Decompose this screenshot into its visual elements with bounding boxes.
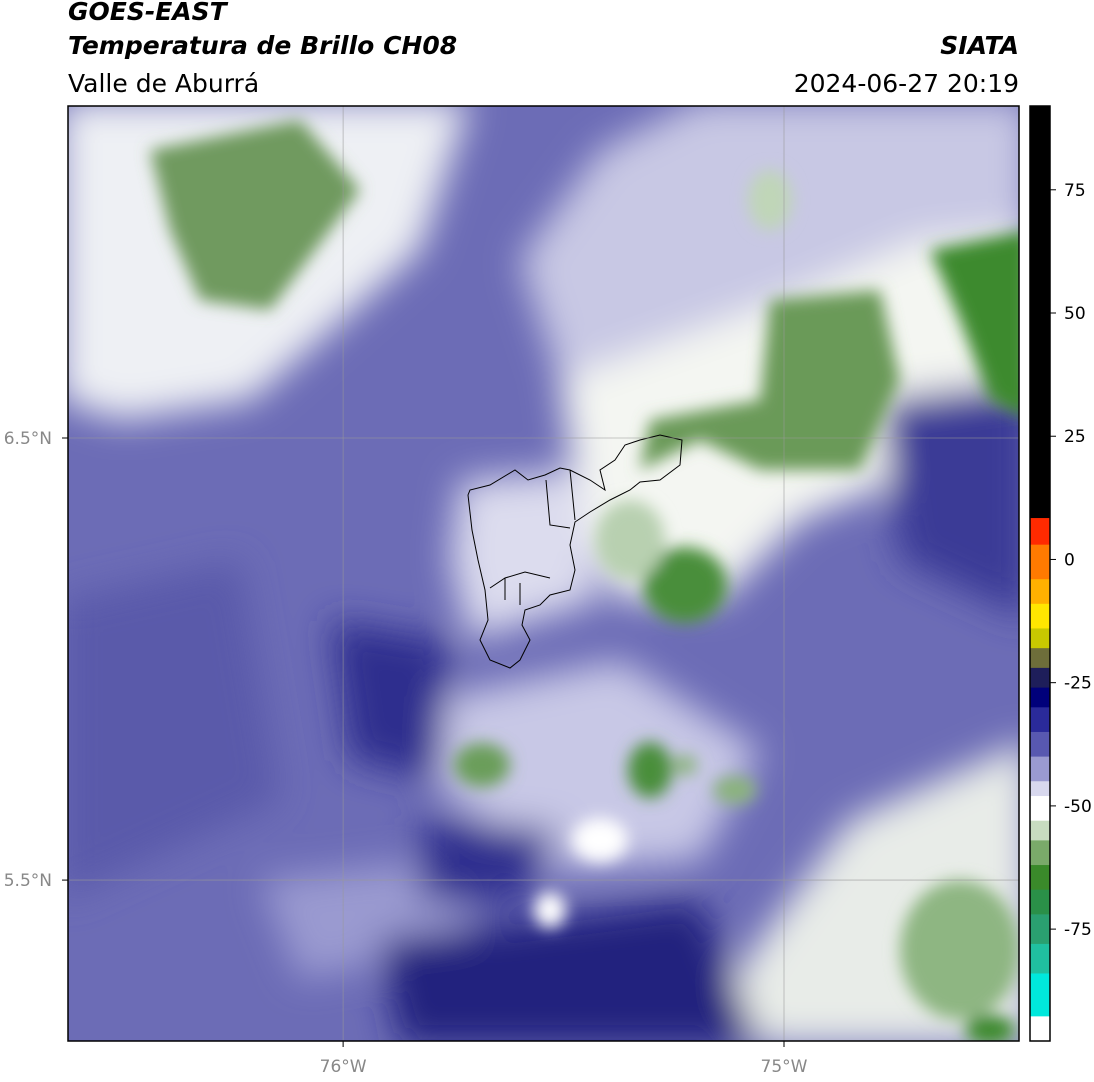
- colorbar-tick-label: 0: [1064, 550, 1075, 570]
- x-tick-label: 75°W: [761, 1057, 808, 1077]
- colorbar-segment: [1030, 707, 1050, 733]
- x-tick-label: 76°W: [320, 1057, 367, 1077]
- region: Valle de Aburrá: [68, 69, 259, 98]
- product: Temperatura de Brillo CH08: [68, 31, 457, 60]
- colorbar-segment: [1030, 603, 1050, 629]
- colorbar-segment: [1030, 648, 1050, 669]
- colorbar-segment: [1030, 731, 1050, 758]
- colorbar-tick-label: -75: [1064, 920, 1092, 940]
- y-tick-label: 5.5°N: [4, 871, 52, 891]
- colorbar-segment: [1030, 667, 1050, 689]
- colorbar-segment: [1030, 781, 1050, 797]
- colorbar-tick-label: -50: [1064, 797, 1092, 817]
- municipal-boundaries: [467, 434, 683, 669]
- satellite-image: [68, 106, 1019, 1041]
- colorbar-segment: [1030, 796, 1050, 822]
- colorbar-segment: [1030, 943, 1050, 974]
- colorbar-tick-label: 50: [1064, 304, 1086, 324]
- colorbar-tick-label: -25: [1064, 674, 1092, 694]
- colorbar-segment: [1030, 544, 1050, 580]
- colorbar-segment: [1030, 820, 1050, 841]
- y-tick-label: 6.5°N: [4, 429, 52, 449]
- colorbar-segment: [1030, 579, 1050, 605]
- colorbar-segment: [1030, 914, 1050, 945]
- datetime: 2024-06-27 20:19: [794, 69, 1019, 98]
- colorbar-tick-label: 25: [1064, 427, 1086, 447]
- colorbar-segment: [1030, 687, 1050, 708]
- colorbar-segment: [1030, 1016, 1050, 1042]
- colorbar-segment: [1030, 973, 1050, 1017]
- colorbar-segment: [1030, 889, 1050, 915]
- colorbar-tick-label: 75: [1064, 181, 1086, 201]
- colorbar-segment: [1030, 106, 1050, 519]
- colorbar-segment: [1030, 865, 1050, 891]
- colorbar-segment: [1030, 628, 1050, 649]
- satellite: GOES-EAST: [68, 0, 229, 26]
- map-frame: [67, 105, 1020, 1042]
- colorbar-frame: [1029, 105, 1051, 1042]
- colorbar-segment: [1030, 518, 1050, 546]
- colorbar-segment: [1030, 756, 1050, 782]
- colorbar-segment: [1030, 840, 1050, 866]
- source: SIATA: [940, 31, 1019, 60]
